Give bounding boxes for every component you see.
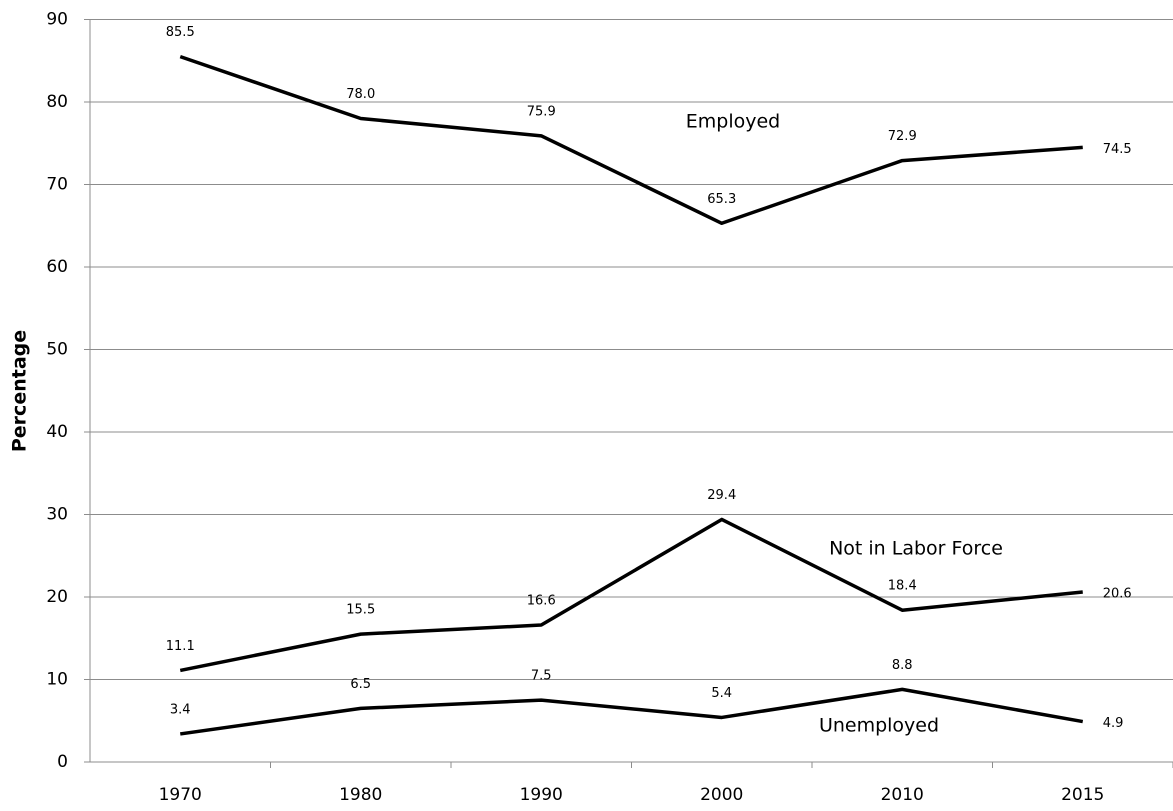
data-label: 4.9 (1103, 716, 1124, 731)
line (180, 687, 1084, 736)
y-tick-label: 10 (46, 670, 68, 690)
data-label: 6.5 (350, 677, 371, 692)
x-tick-label: 2000 (700, 785, 743, 805)
data-label: 16.6 (527, 594, 556, 609)
x-tick-label: 2015 (1061, 785, 1104, 805)
data-label: 7.5 (531, 669, 552, 684)
y-tick-label: 70 (46, 175, 68, 195)
x-tick-label: 1990 (520, 785, 563, 805)
y-axis-title: Percentage (9, 330, 31, 452)
data-label: 3.4 (170, 702, 191, 717)
data-label: 75.9 (527, 104, 556, 119)
x-tick-label: 1970 (159, 785, 202, 805)
data-label: 20.6 (1103, 587, 1132, 602)
data-label: 29.4 (707, 488, 736, 503)
data-label: 8.8 (892, 658, 913, 673)
data-label: 5.4 (711, 686, 732, 701)
data-label: 18.4 (888, 579, 917, 594)
line (179, 517, 1083, 673)
line (179, 54, 1083, 226)
y-tick-label: 40 (46, 422, 68, 442)
data-label: 15.5 (346, 603, 375, 618)
series-name: Not in Labor Force (829, 538, 1003, 560)
data-label: 65.3 (707, 192, 736, 207)
data-label: 72.9 (888, 129, 917, 144)
x-tick-label: 1980 (339, 785, 382, 805)
y-tick-label: 60 (46, 257, 68, 277)
x-tick-label: 2010 (881, 785, 924, 805)
series-name: Unemployed (819, 715, 939, 737)
data-label: 85.5 (166, 25, 195, 40)
y-tick-label: 80 (46, 92, 68, 112)
series-name: Employed (686, 111, 780, 133)
y-tick-label: 20 (46, 587, 68, 607)
y-tick-label: 50 (46, 340, 68, 360)
y-tick-label: 0 (57, 752, 68, 772)
data-label: 11.1 (166, 639, 195, 654)
y-tick-label: 30 (46, 505, 68, 525)
data-label: 74.5 (1103, 142, 1132, 157)
data-label: 78.0 (346, 87, 375, 102)
y-tick-label: 90 (46, 10, 68, 30)
